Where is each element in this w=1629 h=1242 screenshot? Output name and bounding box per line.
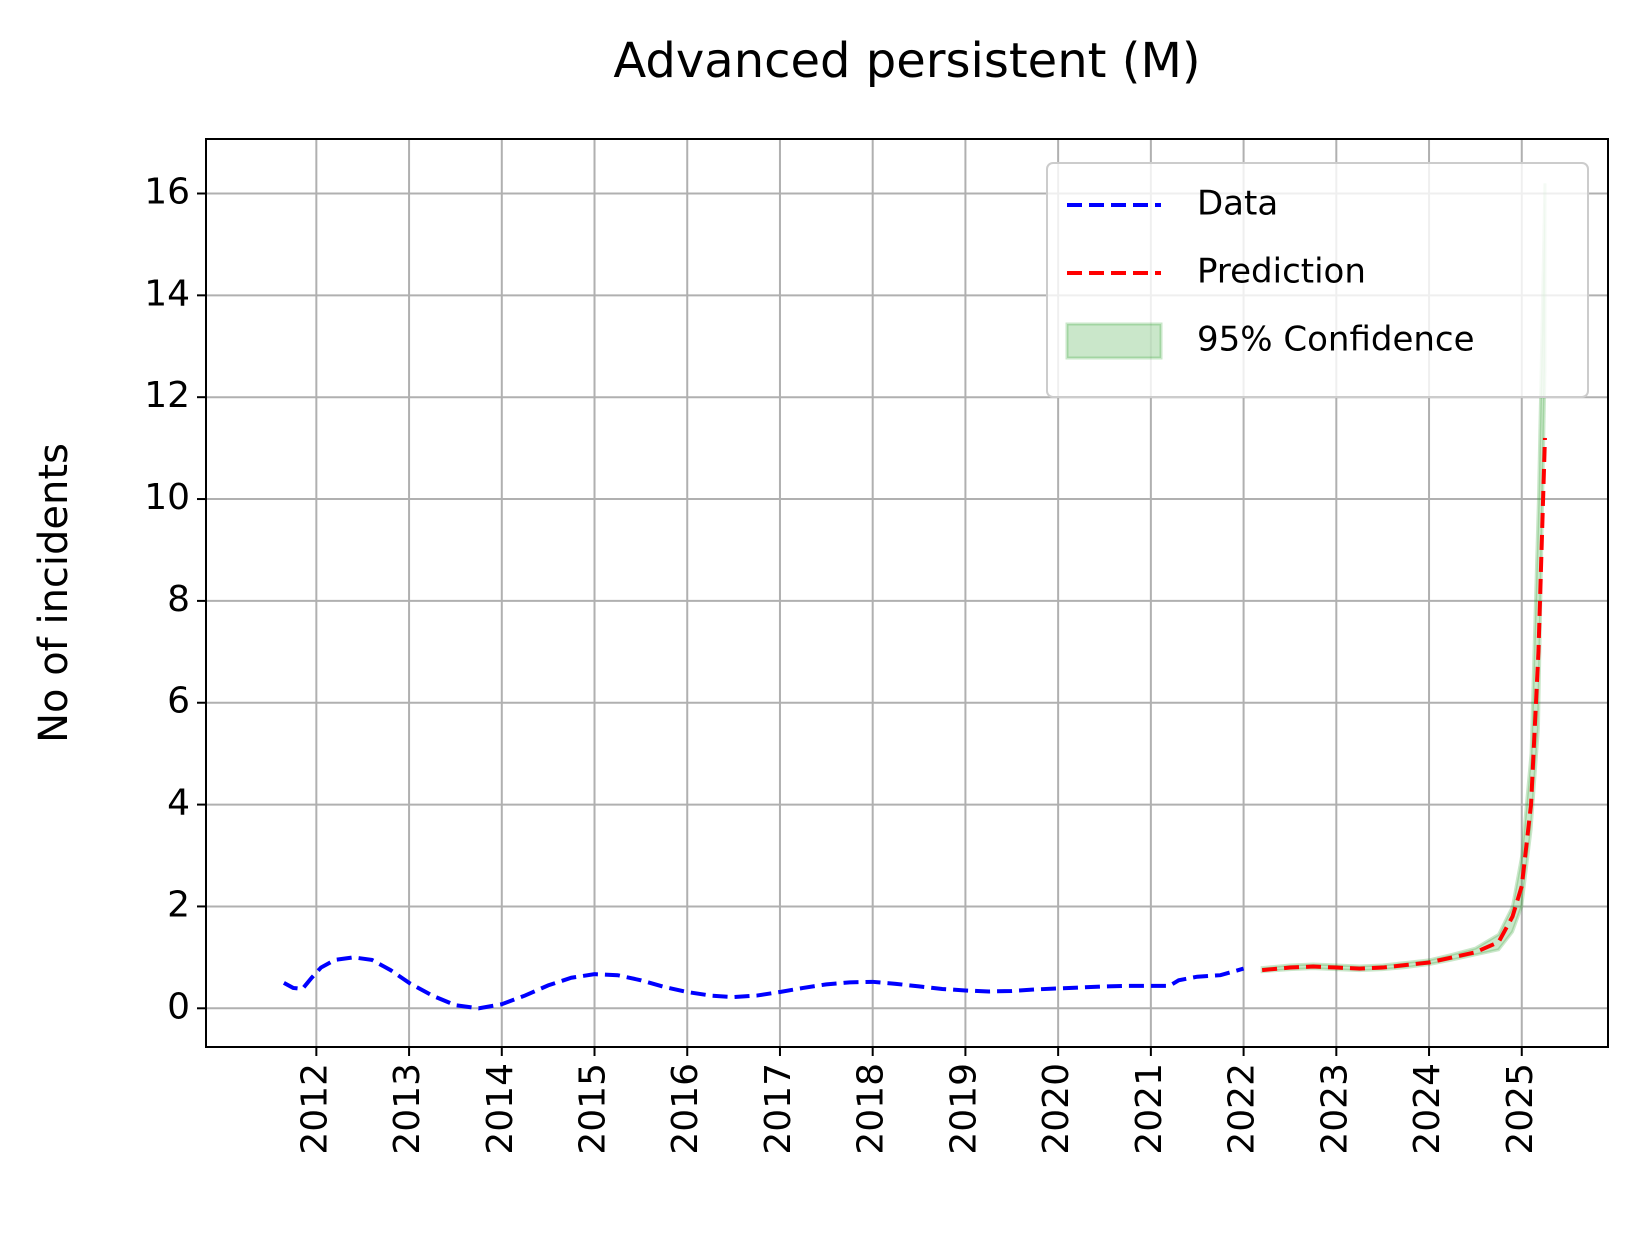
x-tick-label: 2022 (1222, 1063, 1263, 1155)
y-tick-label: 2 (167, 884, 190, 925)
y-tick-label: 0 (167, 986, 190, 1027)
line-series (1261, 437, 1547, 973)
y-tick-label: 8 (167, 579, 190, 620)
line-series (282, 955, 1245, 1011)
x-tick-label: 2013 (387, 1063, 428, 1155)
y-axis-label: No of incidents (31, 443, 77, 743)
legend-label: Prediction (1197, 252, 1366, 292)
legend-box (1046, 162, 1589, 398)
y-tick-label: 10 (144, 477, 190, 518)
x-tick-label: 2017 (758, 1063, 799, 1155)
y-tick-label: 14 (144, 273, 190, 314)
x-tick-label: 2020 (1036, 1063, 1077, 1155)
x-tick-label: 2023 (1314, 1063, 1355, 1155)
x-tick-label: 2012 (294, 1063, 335, 1155)
x-tick-label: 2024 (1407, 1063, 1448, 1155)
x-tick-label: 2019 (943, 1063, 984, 1155)
y-tick-label: 12 (144, 375, 190, 416)
x-tick-label: 2015 (573, 1063, 614, 1155)
legend-label: Data (1197, 184, 1278, 224)
plot-frame (205, 138, 1609, 1048)
x-tick-label: 2025 (1500, 1063, 1541, 1155)
y-tick-label: 6 (167, 681, 190, 722)
y-tick-label: 16 (144, 171, 190, 212)
x-tick-label: 2021 (1129, 1063, 1170, 1155)
legend: Data Prediction 95% Confidence (1046, 162, 1589, 398)
x-tick-label: 2018 (851, 1063, 892, 1155)
legend-label: 95% Confidence (1197, 320, 1475, 360)
legend-swatch (1065, 322, 1163, 360)
x-tick-label: 2016 (665, 1063, 706, 1155)
chart-title: Advanced persistent (M) (613, 33, 1200, 89)
x-tick-label: 2014 (480, 1063, 521, 1155)
y-tick-label: 4 (167, 783, 190, 824)
